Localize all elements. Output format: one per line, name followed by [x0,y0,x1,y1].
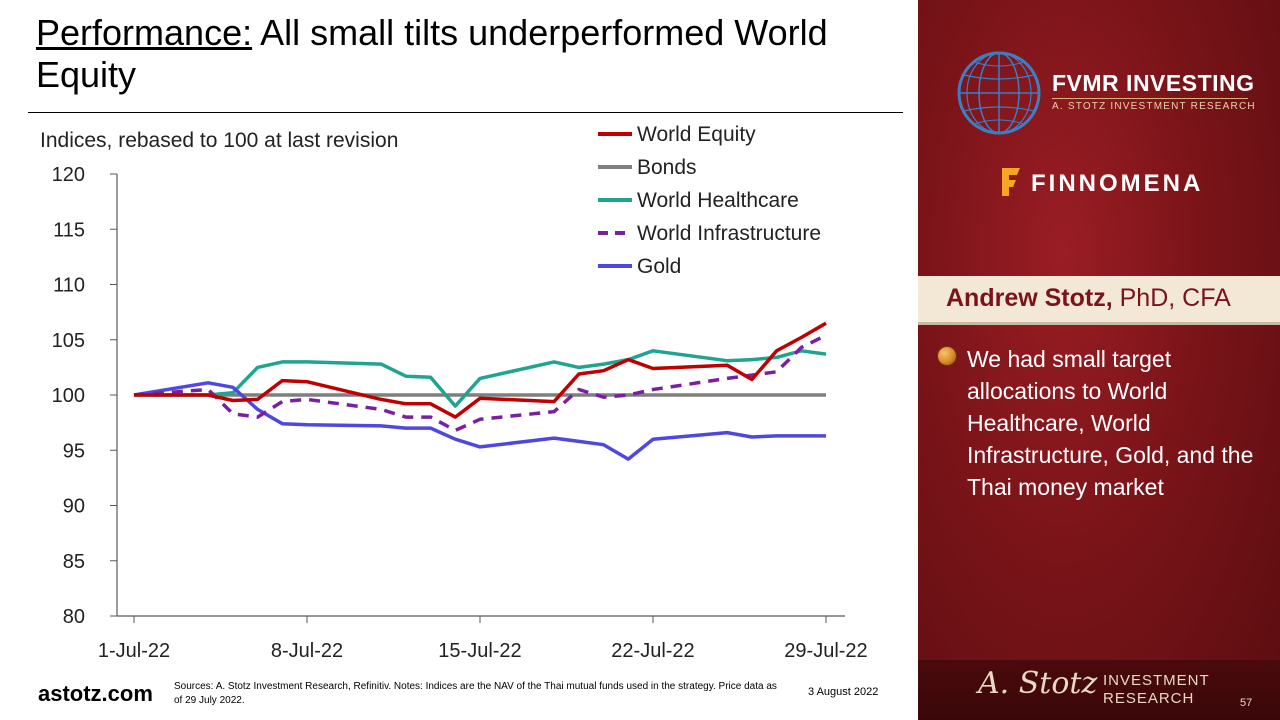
y-tick-label: 110 [53,275,85,297]
presenter-credentials: PhD, CFA [1112,284,1231,312]
x-tick-label: 29-Jul-22 [784,640,867,662]
y-tick-label: 95 [63,440,85,462]
y-tick-label: 100 [52,385,85,407]
presenter-name: Andrew Stotz, PhD, CFA [946,284,1231,313]
chart-series-lines [133,321,827,461]
footer-date: 3 August 2022 [808,686,879,698]
series-line-world-healthcare [134,349,827,408]
fvmr-brand-name: FVMR INVESTING [1052,70,1255,96]
y-tick-label: 80 [63,606,85,628]
series-line-world-infrastructure [133,333,827,433]
presenter-fullname: Andrew Stotz, [946,284,1113,312]
x-tick-label: 15-Jul-22 [438,640,521,662]
performance-line-chart: Indices, rebased to 100 at last revision… [40,123,868,662]
x-tick-label: 1-Jul-22 [98,640,170,662]
investment-research-label: INVESTMENT RESEARCH [1103,672,1210,707]
slide-title: Performance: All small tilts underperfor… [36,12,896,96]
title-underlined-part: Performance: [36,12,253,53]
bullet-text: We had small target allocations to World… [967,346,1254,500]
y-tick-label: 115 [53,219,85,241]
y-tick-label: 90 [63,496,85,518]
series-line-world-equity [134,321,827,419]
y-tick-label: 105 [52,330,85,352]
footer-website[interactable]: astotz.com [38,681,153,706]
y-tick-label: 85 [63,551,85,573]
series-line-gold [133,381,826,461]
legend-label: Bonds [637,156,697,179]
finnomena-logo-icon [1002,168,1020,196]
presenter-name-bar [918,276,1280,322]
chart-legend: World Equity Bonds World Healthcare World I… [598,123,821,278]
presenter-bar-shadow [918,322,1280,325]
fvmr-brand-subtitle: A. STOTZ INVESTMENT RESEARCH [1052,101,1256,112]
x-tick-label: 8-Jul-22 [271,640,343,662]
x-tick-label: 22-Jul-22 [611,640,694,662]
footer-sources-note: Sources: A. Stotz Investment Research, R… [174,681,777,706]
chart-axes: 80 85 90 95 100 105 110 115 120 1-Jul-22 8-Jul-22 1… [52,164,868,662]
chart-title: Indices, rebased to 100 at last revision [40,129,398,152]
legend-label: Gold [637,255,681,278]
title-divider [28,112,903,113]
legend-label: World Infrastructure [637,222,821,245]
finnomena-brand-name: FINNOMENA [1031,170,1204,197]
legend-label: World Healthcare [637,189,799,212]
fvmr-divider [1052,98,1248,99]
panel-footer-band [918,660,1280,720]
right-branding-panel: FVMR INVESTING A. STOTZ INVESTMENT RESEA… [918,0,1280,720]
signature-logo: A. Stotz [978,666,1098,701]
page-number: 57 [1240,697,1253,709]
y-tick-label: 120 [52,164,85,186]
bullet-icon [938,347,956,365]
globe-logo-icon [957,51,1041,135]
title-rest: All small tilts underperformed World Equ… [36,12,828,95]
legend-label: World Equity [637,123,756,146]
